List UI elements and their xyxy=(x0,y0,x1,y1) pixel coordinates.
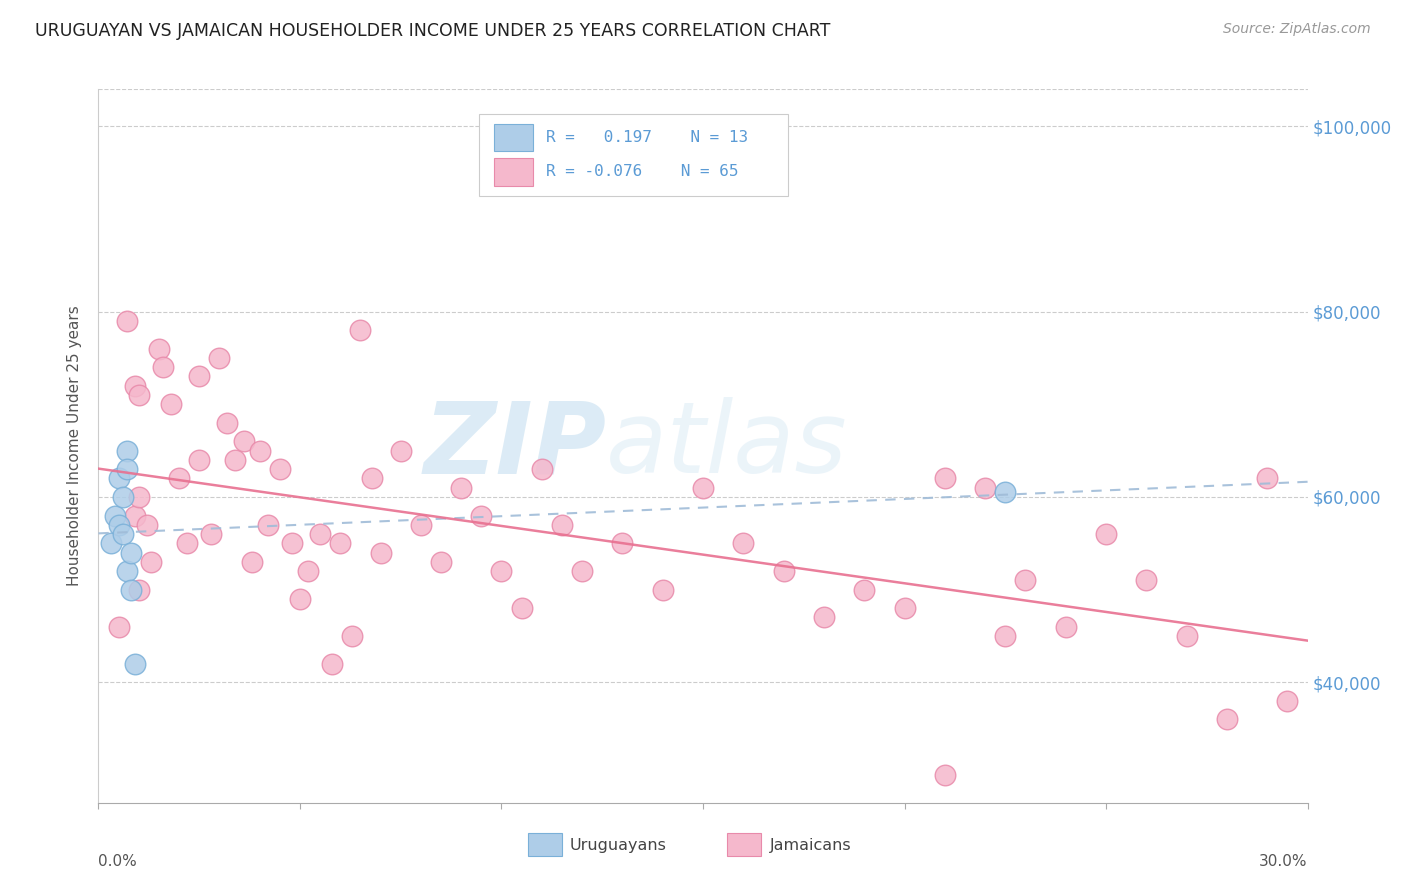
Point xyxy=(128,388,150,402)
Text: Uruguayans: Uruguayans xyxy=(569,838,666,853)
Point xyxy=(115,564,138,578)
Point xyxy=(148,342,170,356)
Point xyxy=(450,481,472,495)
Text: R =   0.197    N = 13: R = 0.197 N = 13 xyxy=(546,130,748,145)
Point xyxy=(176,536,198,550)
Point xyxy=(124,657,146,671)
Point xyxy=(200,527,222,541)
Point xyxy=(115,462,138,476)
Point xyxy=(128,490,150,504)
Point xyxy=(240,555,263,569)
Point xyxy=(111,490,134,504)
Text: ZIP: ZIP xyxy=(423,398,606,494)
Point xyxy=(853,582,876,597)
Text: Source: ZipAtlas.com: Source: ZipAtlas.com xyxy=(1223,22,1371,37)
Text: 30.0%: 30.0% xyxy=(1260,854,1308,869)
Point xyxy=(430,555,453,569)
Point xyxy=(530,462,553,476)
Point xyxy=(128,582,150,597)
Text: atlas: atlas xyxy=(606,398,848,494)
Point xyxy=(297,564,319,578)
Point xyxy=(1216,712,1239,726)
Point xyxy=(349,323,371,337)
Text: Jamaicans: Jamaicans xyxy=(769,838,851,853)
Point xyxy=(120,582,142,597)
Point xyxy=(551,517,574,532)
Point xyxy=(1014,574,1036,588)
Point xyxy=(1054,620,1077,634)
Point xyxy=(733,536,755,550)
Point xyxy=(256,517,278,532)
Point xyxy=(217,416,239,430)
Point xyxy=(1095,527,1118,541)
Point xyxy=(120,545,142,559)
Point xyxy=(232,434,254,449)
Point xyxy=(167,471,190,485)
Point xyxy=(124,508,146,523)
Point xyxy=(269,462,291,476)
Point xyxy=(321,657,343,671)
Point xyxy=(107,620,129,634)
Point xyxy=(893,601,915,615)
Point xyxy=(107,517,129,532)
Point xyxy=(772,564,794,578)
Point xyxy=(389,443,412,458)
Point xyxy=(342,629,364,643)
Point xyxy=(288,591,311,606)
Point xyxy=(510,601,533,615)
Point xyxy=(692,481,714,495)
Point xyxy=(1135,574,1157,588)
Point xyxy=(409,517,432,532)
Point xyxy=(152,360,174,375)
Point xyxy=(188,453,211,467)
Point xyxy=(309,527,332,541)
Point xyxy=(188,369,211,384)
FancyBboxPatch shape xyxy=(527,833,561,856)
Point xyxy=(974,481,997,495)
Point xyxy=(111,527,134,541)
Point xyxy=(224,453,246,467)
Point xyxy=(160,397,183,411)
Point xyxy=(124,378,146,392)
Point xyxy=(139,555,162,569)
Point xyxy=(103,508,125,523)
Point xyxy=(1256,471,1278,485)
Text: URUGUAYAN VS JAMAICAN HOUSEHOLDER INCOME UNDER 25 YEARS CORRELATION CHART: URUGUAYAN VS JAMAICAN HOUSEHOLDER INCOME… xyxy=(35,22,831,40)
Text: 0.0%: 0.0% xyxy=(98,854,138,869)
FancyBboxPatch shape xyxy=(479,114,787,196)
Point xyxy=(370,545,392,559)
Point xyxy=(115,314,138,328)
Point xyxy=(994,629,1017,643)
FancyBboxPatch shape xyxy=(494,124,533,152)
Point xyxy=(934,768,956,782)
Point xyxy=(491,564,513,578)
Point xyxy=(934,471,956,485)
Point xyxy=(1175,629,1198,643)
Point xyxy=(994,485,1017,500)
Point xyxy=(329,536,352,550)
Y-axis label: Householder Income Under 25 years: Householder Income Under 25 years xyxy=(67,306,83,586)
FancyBboxPatch shape xyxy=(494,159,533,186)
Point xyxy=(115,443,138,458)
Point xyxy=(361,471,384,485)
Point xyxy=(813,610,835,624)
Text: R = -0.076    N = 65: R = -0.076 N = 65 xyxy=(546,164,738,178)
Point xyxy=(107,471,129,485)
Point xyxy=(651,582,673,597)
Point xyxy=(100,536,122,550)
Point xyxy=(571,564,593,578)
Point xyxy=(208,351,231,365)
Point xyxy=(470,508,492,523)
Point xyxy=(1277,694,1299,708)
FancyBboxPatch shape xyxy=(727,833,761,856)
Point xyxy=(612,536,634,550)
Point xyxy=(135,517,157,532)
Point xyxy=(281,536,304,550)
Point xyxy=(249,443,271,458)
